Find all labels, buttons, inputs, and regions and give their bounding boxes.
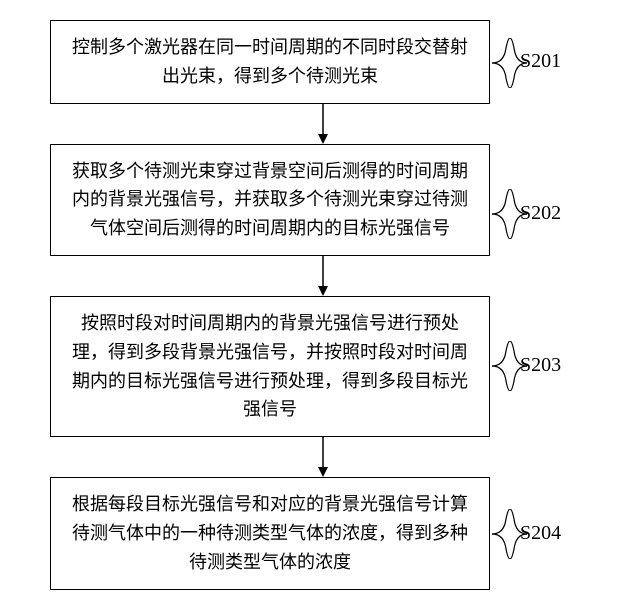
step-label-s203: S203 [520,354,561,377]
step-box-s202: 获取多个待测光束穿过背景空间后测得的时间周期内的背景光强信号，并获取多个待测光束… [50,144,490,256]
label-text: S201 [520,50,561,72]
step-row-3: 按照时段对时间周期内的背景光强信号进行预处理，得到多段背景光强信号，并按照时段对… [30,296,596,437]
step-label-s204: S204 [520,522,561,545]
step-text: 控制多个激光器在同一时间周期的不同时段交替射出光束，得到多个待测光束 [72,37,468,86]
step-text: 获取多个待测光束穿过背景空间后测得的时间周期内的背景光强信号，并获取多个待测光束… [72,161,468,239]
label-text: S202 [520,202,561,224]
arrow-down-icon [313,104,333,144]
step-row-4: 根据每段目标光强信号和对应的背景光强信号计算待测气体中的一种待测类型气体的浓度，… [30,477,596,589]
arrow-down-icon [313,437,333,477]
label-text: S203 [520,354,561,376]
arrow-down-icon [313,256,333,296]
arrow-connector-3 [103,437,543,477]
step-row-2: 获取多个待测光束穿过背景空间后测得的时间周期内的背景光强信号，并获取多个待测光束… [30,144,596,256]
step-box-s201: 控制多个激光器在同一时间周期的不同时段交替射出光束，得到多个待测光束 [50,20,490,104]
step-row-1: 控制多个激光器在同一时间周期的不同时段交替射出光束，得到多个待测光束 S201 [30,20,596,104]
step-text: 按照时段对时间周期内的背景光强信号进行预处理，得到多段背景光强信号，并按照时段对… [72,313,468,419]
arrow-connector-1 [103,104,543,144]
step-label-s202: S202 [520,202,561,225]
step-box-s203: 按照时段对时间周期内的背景光强信号进行预处理，得到多段背景光强信号，并按照时段对… [50,296,490,437]
step-label-s201: S201 [520,50,561,73]
step-text: 根据每段目标光强信号和对应的背景光强信号计算待测气体中的一种待测类型气体的浓度，… [72,494,468,572]
arrow-connector-2 [103,256,543,296]
flowchart-container: 控制多个激光器在同一时间周期的不同时段交替射出光束，得到多个待测光束 S201 … [30,20,596,590]
step-box-s204: 根据每段目标光强信号和对应的背景光强信号计算待测气体中的一种待测类型气体的浓度，… [50,477,490,589]
label-text: S204 [520,522,561,544]
